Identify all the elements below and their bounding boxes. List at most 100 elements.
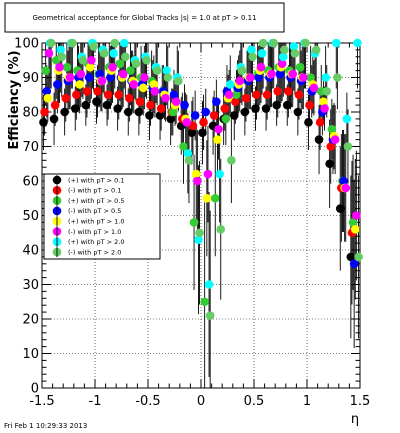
legend-entry: (-) with pT > 1.0 <box>68 228 121 236</box>
y-tick-label: 60 <box>22 175 39 190</box>
legend-entry: (+) with pT > 1.0 <box>68 218 124 226</box>
data-point <box>134 107 144 117</box>
data-point <box>119 38 129 48</box>
data-point <box>205 311 215 320</box>
y-tick-label: 70 <box>22 140 39 155</box>
data-point <box>191 169 201 179</box>
data-point <box>55 62 64 72</box>
data-point <box>92 97 101 106</box>
data-point <box>343 142 353 151</box>
data-point <box>174 76 183 86</box>
data-point <box>235 76 245 86</box>
data-point <box>168 107 178 117</box>
data-point <box>199 118 208 127</box>
data-point <box>225 80 235 89</box>
x-tick-label: -1.5 <box>29 394 54 409</box>
data-point <box>305 100 314 110</box>
data-point <box>82 87 92 96</box>
data-point <box>258 38 268 48</box>
data-point <box>299 73 308 82</box>
data-point <box>166 114 175 124</box>
data-point <box>252 90 261 100</box>
data-point <box>42 87 52 96</box>
data-point <box>341 183 351 193</box>
data-point <box>152 66 162 75</box>
x-tick-label: 0.5 <box>244 394 265 409</box>
data-point <box>277 59 287 68</box>
x-tick-label: 0 <box>197 394 205 409</box>
data-point <box>146 100 155 110</box>
data-point <box>68 38 77 48</box>
data-point <box>126 66 135 75</box>
data-point <box>221 114 231 124</box>
data-point <box>140 73 149 82</box>
data-point <box>282 100 292 110</box>
y-tick-labels: 0 10 20 30 40 50 60 70 80 90 100 <box>14 37 39 397</box>
data-point <box>110 38 120 48</box>
data-point <box>216 225 226 234</box>
data-point <box>155 111 165 120</box>
y-tick-label: 80 <box>22 106 39 121</box>
data-point <box>145 111 154 120</box>
data-point <box>78 55 88 65</box>
data-point <box>150 87 160 96</box>
data-point <box>93 87 102 96</box>
data-point <box>53 80 62 89</box>
data-point <box>39 118 48 127</box>
data-point <box>201 107 211 117</box>
data-point <box>321 73 330 82</box>
data-point <box>72 90 81 100</box>
data-point <box>171 97 181 106</box>
legend-entry: (-) with pT > 0.1 <box>68 187 121 195</box>
data-point <box>251 104 260 113</box>
data-point <box>123 107 133 117</box>
y-axis-label: Efficiency (%) <box>7 50 22 149</box>
data-point <box>81 100 91 110</box>
data-point <box>114 90 124 100</box>
data-point <box>89 42 98 51</box>
data-point <box>41 66 50 75</box>
data-point <box>231 97 240 106</box>
data-point <box>97 76 107 86</box>
data-point <box>267 69 276 79</box>
x-tick-label: -0.5 <box>135 394 160 409</box>
x-tick-label: 1 <box>303 394 311 409</box>
data-point <box>261 104 271 113</box>
data-point <box>138 83 148 93</box>
data-point <box>246 73 255 82</box>
data-point <box>294 90 304 100</box>
data-point <box>325 159 334 169</box>
data-point <box>280 45 289 55</box>
data-point <box>306 73 315 82</box>
data-point <box>322 87 332 96</box>
data-point <box>315 118 325 127</box>
data-point <box>346 252 356 262</box>
data-point <box>149 80 159 89</box>
data-point <box>182 118 192 127</box>
data-points <box>39 38 363 320</box>
data-point <box>293 107 303 117</box>
legend-entry: (+) with pT > 2.0 <box>68 238 124 246</box>
data-point <box>103 90 113 100</box>
data-point <box>198 128 207 137</box>
legend: (+) with pT > 0.1 (-) with pT > 0.1 (+) wi… <box>52 175 124 258</box>
data-point <box>247 45 256 55</box>
data-point <box>125 93 134 103</box>
data-point <box>40 107 49 117</box>
data-point <box>61 93 71 103</box>
y-tick-label: 20 <box>22 313 39 328</box>
data-point <box>330 135 340 144</box>
data-point <box>209 111 219 120</box>
legend-entry: (+) with pT > 0.1 <box>68 176 124 184</box>
data-point <box>335 204 345 213</box>
y-tick-label: 10 <box>22 347 39 362</box>
data-point <box>62 62 72 72</box>
data-point <box>314 135 324 144</box>
data-point <box>269 38 279 48</box>
data-point <box>142 55 151 65</box>
data-point <box>210 193 220 203</box>
data-point <box>162 66 171 75</box>
data-point <box>339 176 348 186</box>
data-point <box>319 97 328 106</box>
data-point <box>352 211 361 220</box>
